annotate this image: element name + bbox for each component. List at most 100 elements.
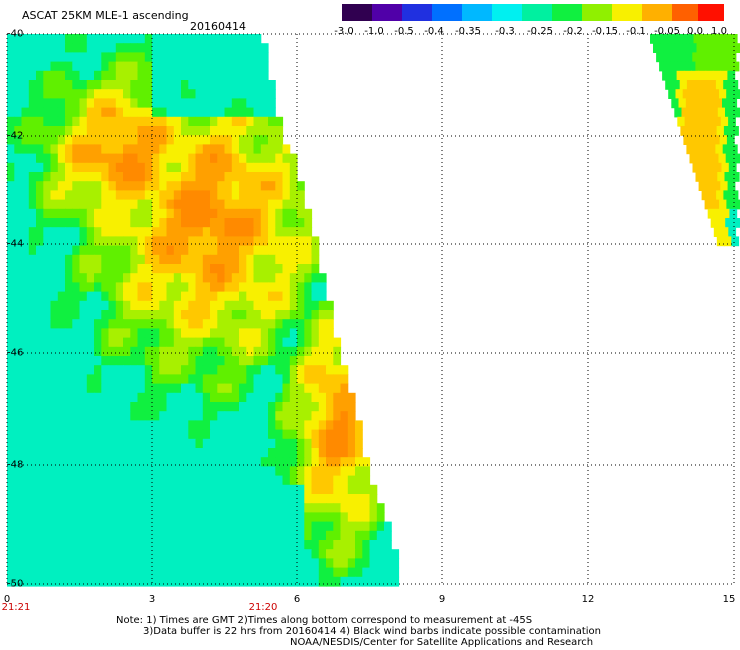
swath-cell <box>268 392 276 403</box>
swath-cell <box>181 61 189 72</box>
swath-cell <box>326 429 334 440</box>
swath-cell <box>311 484 320 495</box>
swath-cell <box>65 411 73 421</box>
swath-cell <box>43 457 52 467</box>
swath-cell <box>144 540 153 550</box>
swath-cell <box>72 448 81 458</box>
swath-cell <box>79 227 88 237</box>
swath-cell <box>260 328 269 339</box>
swath-cell <box>159 512 168 523</box>
swath-cell <box>108 116 117 127</box>
swath-cell <box>355 540 363 550</box>
swath-cell <box>101 144 110 155</box>
swath-cell <box>181 411 189 421</box>
swath-cell <box>195 291 204 302</box>
swath-cell <box>101 236 110 247</box>
swath-cell <box>79 89 88 99</box>
swath-cell <box>326 540 334 550</box>
swath-cell <box>130 227 139 237</box>
swath-cell <box>210 282 218 293</box>
swath-cell <box>311 521 320 532</box>
swath-cell <box>239 328 247 339</box>
swath-cell <box>7 466 15 477</box>
swath-cell <box>50 328 59 339</box>
swath-cell <box>195 549 204 559</box>
swath-cell <box>14 576 23 587</box>
swath-cell <box>57 466 66 477</box>
swath-cell <box>347 503 356 513</box>
swath-cell <box>231 475 240 486</box>
swath-cell <box>239 411 247 421</box>
swath-cell <box>43 503 52 513</box>
swath-cell <box>166 512 175 523</box>
swath-cell <box>195 392 204 403</box>
swath-cell <box>202 503 211 513</box>
swath-cell <box>36 126 44 136</box>
swath-cell <box>94 254 102 265</box>
swath-cell <box>253 61 262 72</box>
swath-cell <box>21 512 30 523</box>
swath-cell <box>36 208 44 219</box>
swath-cell <box>246 558 255 569</box>
swath-cell <box>210 356 218 366</box>
swath-cell <box>318 448 327 458</box>
swath-cell-right <box>689 43 698 53</box>
swath-cell <box>130 107 139 118</box>
swath-cell <box>210 162 218 173</box>
swath-cell <box>130 98 139 109</box>
swath-cell <box>50 291 59 302</box>
swath-cell <box>173 80 182 90</box>
swath-cell <box>36 273 44 283</box>
swath-cell <box>260 199 269 210</box>
swath-cell <box>289 392 298 403</box>
swath-cell <box>86 310 95 320</box>
swath-cell <box>340 374 349 385</box>
swath-cell <box>101 300 110 311</box>
swath-cell <box>144 70 153 81</box>
swath-cell <box>217 558 226 569</box>
swath-cell <box>297 365 305 375</box>
swath-cell <box>72 107 81 118</box>
swath-cell <box>253 438 262 449</box>
swath-cell <box>72 135 81 145</box>
swath-cell <box>144 135 153 145</box>
swath-cell <box>159 116 168 127</box>
swath-cell <box>246 438 255 449</box>
swath-cell <box>231 300 240 311</box>
swath-cell <box>239 346 247 357</box>
swath-cell <box>304 512 313 523</box>
swath-cell-right <box>650 34 658 44</box>
swath-cell <box>50 420 59 431</box>
swath-cell <box>101 218 110 228</box>
swath-cell <box>79 273 88 283</box>
swath-cell <box>65 576 73 587</box>
swath-cell <box>72 172 81 182</box>
swath-cell <box>210 181 218 191</box>
swath-cell <box>152 135 160 145</box>
swath-cell <box>72 70 81 81</box>
swath-cell <box>304 337 313 348</box>
swath-cell <box>28 438 37 449</box>
swath-cell <box>144 291 153 302</box>
swath-cell <box>217 135 226 145</box>
swath-cell <box>347 512 356 523</box>
swath-cell <box>28 310 37 320</box>
swath-cell <box>94 89 102 99</box>
swath-cell <box>57 282 66 293</box>
swath-cell <box>72 181 81 191</box>
swath-cell <box>144 549 153 559</box>
swath-cell <box>130 80 139 90</box>
swath-cell <box>188 34 197 44</box>
swath-cell <box>268 254 276 265</box>
swath-cell <box>239 190 247 201</box>
swath-cell <box>181 319 189 329</box>
swath-cell <box>79 162 88 173</box>
swath-cell <box>239 89 247 99</box>
swath-cell <box>28 392 37 403</box>
swath-cell <box>239 135 247 145</box>
swath-cell-right <box>713 116 722 127</box>
swath-cell <box>217 199 226 210</box>
swath-cell <box>333 567 342 578</box>
swath-cell <box>130 52 139 63</box>
swath-cell <box>166 52 175 63</box>
